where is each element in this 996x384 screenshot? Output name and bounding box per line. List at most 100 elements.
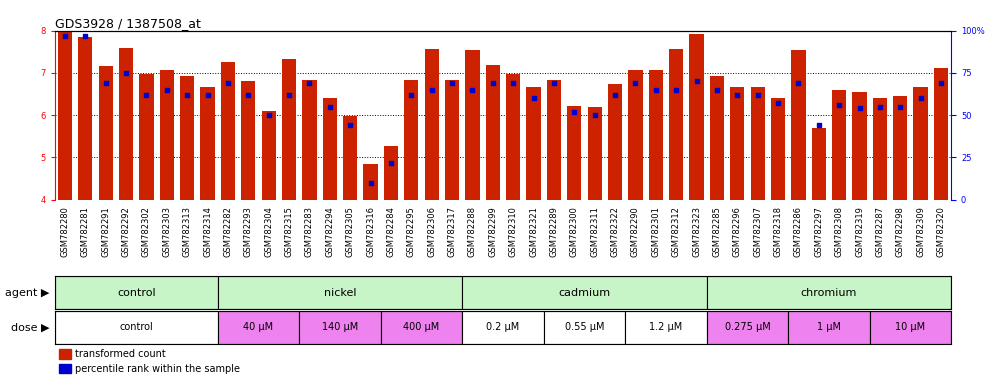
Text: chromium: chromium: [801, 288, 858, 298]
Bar: [343, 116, 358, 200]
Point: [587, 112, 603, 118]
Bar: [462, 276, 707, 309]
Text: 1 μM: 1 μM: [817, 322, 841, 333]
Point: [383, 159, 399, 166]
Point: [770, 100, 786, 106]
Point: [444, 80, 460, 86]
Point: [832, 102, 848, 108]
Point: [240, 92, 256, 98]
Point: [627, 80, 643, 86]
Bar: [707, 311, 788, 344]
Point: [647, 87, 663, 93]
Bar: [79, 37, 93, 200]
Bar: [730, 87, 744, 200]
Point: [709, 87, 725, 93]
Point: [526, 95, 542, 101]
Point: [423, 87, 439, 93]
Point: [363, 180, 378, 186]
Bar: [383, 146, 398, 200]
Bar: [404, 80, 418, 200]
Point: [688, 78, 704, 84]
Text: 140 μM: 140 μM: [322, 322, 359, 333]
Bar: [462, 311, 544, 344]
Bar: [853, 92, 867, 200]
Bar: [241, 81, 255, 200]
Bar: [648, 70, 663, 200]
Point: [567, 109, 583, 115]
Bar: [99, 66, 113, 200]
Bar: [812, 128, 826, 200]
Point: [791, 80, 807, 86]
Bar: [788, 311, 870, 344]
Point: [403, 92, 419, 98]
Bar: [547, 80, 561, 200]
Bar: [870, 311, 951, 344]
Text: transformed count: transformed count: [76, 349, 166, 359]
Point: [485, 80, 501, 86]
Point: [729, 92, 745, 98]
Bar: [262, 111, 276, 200]
Bar: [567, 106, 582, 200]
Bar: [689, 34, 703, 200]
Bar: [465, 50, 479, 200]
Bar: [934, 68, 948, 200]
Bar: [58, 32, 72, 200]
Bar: [608, 84, 622, 200]
Bar: [60, 349, 71, 359]
Text: nickel: nickel: [324, 288, 357, 298]
Text: GDS3928 / 1387508_at: GDS3928 / 1387508_at: [55, 17, 200, 30]
Bar: [832, 90, 847, 200]
Point: [811, 122, 827, 128]
Point: [199, 92, 215, 98]
Bar: [364, 164, 377, 200]
Point: [933, 80, 949, 86]
Bar: [218, 276, 462, 309]
Text: 10 μM: 10 μM: [895, 322, 925, 333]
Bar: [710, 76, 724, 200]
Point: [546, 80, 562, 86]
Point: [668, 87, 684, 93]
Bar: [139, 74, 153, 200]
Point: [892, 104, 908, 110]
Bar: [424, 49, 439, 200]
Bar: [625, 311, 707, 344]
Bar: [913, 87, 927, 200]
Bar: [771, 98, 785, 200]
Text: percentile rank within the sample: percentile rank within the sample: [76, 364, 240, 374]
Point: [322, 104, 338, 110]
Point: [505, 80, 521, 86]
Point: [138, 92, 154, 98]
Text: 0.275 μM: 0.275 μM: [724, 322, 770, 333]
Bar: [218, 311, 299, 344]
Bar: [506, 74, 520, 200]
Bar: [55, 311, 218, 344]
Bar: [445, 80, 459, 200]
Bar: [323, 98, 337, 200]
Bar: [791, 50, 806, 200]
Bar: [180, 76, 194, 200]
Point: [220, 80, 236, 86]
Bar: [299, 311, 380, 344]
Point: [261, 112, 277, 118]
Bar: [893, 96, 907, 200]
Point: [57, 33, 73, 39]
Text: 400 μM: 400 μM: [403, 322, 439, 333]
Point: [281, 92, 297, 98]
Bar: [588, 107, 602, 200]
Point: [78, 33, 94, 39]
Text: control: control: [117, 288, 155, 298]
Point: [912, 95, 928, 101]
Point: [343, 122, 359, 128]
Bar: [669, 49, 683, 200]
Point: [750, 92, 766, 98]
Bar: [159, 70, 174, 200]
Point: [464, 87, 480, 93]
Text: 0.2 μM: 0.2 μM: [486, 322, 520, 333]
Point: [179, 92, 195, 98]
Bar: [282, 59, 296, 200]
Point: [159, 87, 175, 93]
Bar: [486, 65, 500, 200]
Bar: [221, 62, 235, 200]
Text: control: control: [120, 322, 153, 333]
Text: 40 μM: 40 μM: [243, 322, 274, 333]
